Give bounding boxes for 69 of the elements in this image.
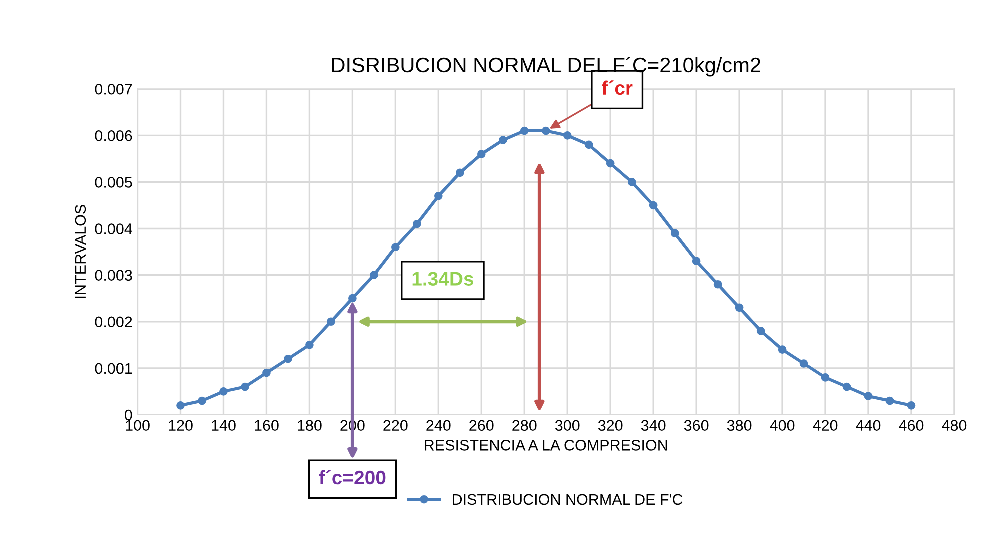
x-tick-label: 320 xyxy=(598,420,623,432)
chart-title: DISRIBUCION NORMAL DEL F´C=210kg/cm2 xyxy=(332,57,760,77)
x-tick-label: 220 xyxy=(384,420,408,432)
x-tick-label: 180 xyxy=(298,420,322,432)
annotation: 1.34Ds xyxy=(412,272,474,286)
point xyxy=(714,280,722,289)
point xyxy=(821,374,830,382)
x-tick-label: 480 xyxy=(942,420,967,432)
point xyxy=(778,346,787,354)
point xyxy=(692,257,701,266)
y-tick-label: 0.006 xyxy=(95,130,132,142)
point xyxy=(477,150,486,158)
point xyxy=(262,368,271,378)
x-tick-label: 160 xyxy=(255,420,279,432)
point xyxy=(606,159,615,168)
x-tick-label: 280 xyxy=(512,420,537,432)
y-tick-label: 0.007 xyxy=(95,84,132,95)
point xyxy=(584,140,594,150)
point xyxy=(176,401,185,410)
point xyxy=(649,201,658,210)
point xyxy=(348,294,357,303)
point xyxy=(392,243,400,252)
point xyxy=(907,401,916,410)
legend-label: DISTRIBUCION NORMAL DE F'C xyxy=(453,494,683,506)
x-tick-label: 420 xyxy=(813,420,838,432)
x-tick-label: 380 xyxy=(727,420,752,432)
point xyxy=(756,327,766,336)
point xyxy=(542,126,550,136)
x-tick-label: 300 xyxy=(555,420,580,432)
annotation: f´cr xyxy=(602,80,633,96)
y-axis-title: INTERVALOS xyxy=(75,205,86,298)
point xyxy=(327,318,336,326)
x-tick-label: 400 xyxy=(770,420,795,432)
y-tick-label: 0.003 xyxy=(95,270,132,282)
point xyxy=(886,396,894,406)
point xyxy=(370,271,378,280)
x-tick-label: 340 xyxy=(641,420,666,432)
x-tick-label: 120 xyxy=(169,420,193,432)
point xyxy=(670,229,680,238)
x-tick-label: 440 xyxy=(856,420,881,432)
point xyxy=(434,192,443,200)
x-tick-label: 240 xyxy=(426,420,451,432)
point xyxy=(800,360,808,368)
y-tick-label: 0.001 xyxy=(95,363,132,374)
point xyxy=(498,136,508,144)
y-tick-label: 0 xyxy=(125,410,132,421)
x-tick-label: 100 xyxy=(126,420,150,432)
point xyxy=(306,340,314,350)
y-tick-label: 0.004 xyxy=(95,224,132,234)
point xyxy=(735,304,744,312)
point xyxy=(198,396,206,406)
point xyxy=(864,392,873,401)
x-tick-label: 260 xyxy=(470,420,494,432)
x-tick-label: 360 xyxy=(684,420,709,432)
point xyxy=(284,354,292,364)
y-tick-label: 0.002 xyxy=(95,316,132,328)
point xyxy=(563,132,572,140)
point xyxy=(412,220,422,228)
point xyxy=(842,382,852,392)
point xyxy=(628,178,636,186)
point xyxy=(456,168,464,178)
x-tick-label: 140 xyxy=(212,420,236,432)
x-axis-title: RESISTENCIA A LA COMPRESION xyxy=(425,440,668,451)
point xyxy=(241,382,250,392)
point xyxy=(520,126,529,136)
annotation: f´c=200 xyxy=(319,470,386,485)
x-tick-label: 460 xyxy=(899,420,924,432)
y-tick-label: 0.005 xyxy=(95,177,132,188)
point xyxy=(220,388,228,396)
